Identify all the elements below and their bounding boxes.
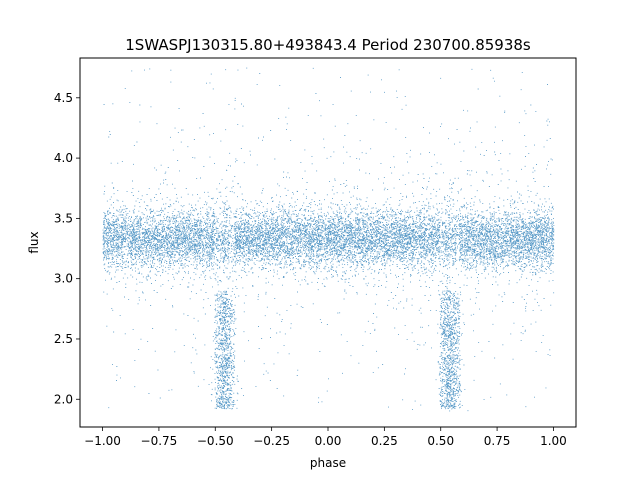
y-tick-label: 4.0 <box>54 151 73 165</box>
y-axis: 2.0 2.5 3.0 3.5 4.0 4.5 <box>54 91 80 406</box>
x-tick-label: 1.00 <box>540 434 567 448</box>
x-axis-label: phase <box>310 456 346 470</box>
x-tick-label: 0.50 <box>427 434 454 448</box>
y-axis-label: flux <box>27 231 41 253</box>
data-points <box>102 67 555 412</box>
y-tick-label: 4.5 <box>54 91 73 105</box>
x-tick-label: −1.00 <box>84 434 121 448</box>
y-tick-label: 3.0 <box>54 272 73 286</box>
chart-title: 1SWASPJ130315.80+493843.4 Period 230700.… <box>125 36 531 54</box>
y-tick-label: 2.5 <box>54 332 73 346</box>
x-axis: −1.00 −0.75 −0.50 −0.25 0.00 0.25 0.50 0.75 1.00 <box>84 427 567 448</box>
x-tick-label: −0.50 <box>197 434 234 448</box>
y-tick-label: 2.0 <box>54 392 73 406</box>
x-tick-label: −0.25 <box>253 434 290 448</box>
x-tick-label: 0.00 <box>315 434 342 448</box>
x-tick-label: −0.75 <box>141 434 178 448</box>
y-tick-label: 3.5 <box>54 211 73 225</box>
scatter-points <box>102 67 555 412</box>
x-tick-label: 0.25 <box>371 434 398 448</box>
x-tick-label: 0.75 <box>484 434 511 448</box>
